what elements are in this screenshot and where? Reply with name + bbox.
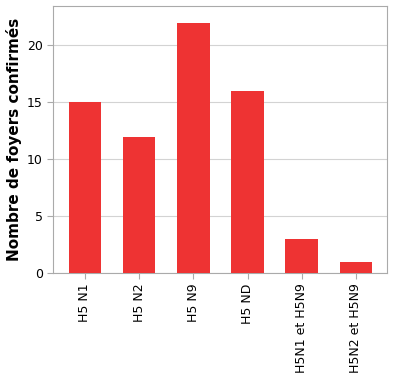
Y-axis label: Nombre de foyers confirmés: Nombre de foyers confirmés bbox=[6, 18, 22, 261]
Bar bbox=[231, 91, 264, 273]
Bar bbox=[123, 136, 155, 273]
Bar bbox=[285, 239, 318, 273]
Bar bbox=[177, 23, 209, 273]
Bar bbox=[69, 102, 101, 273]
Bar bbox=[340, 262, 372, 273]
